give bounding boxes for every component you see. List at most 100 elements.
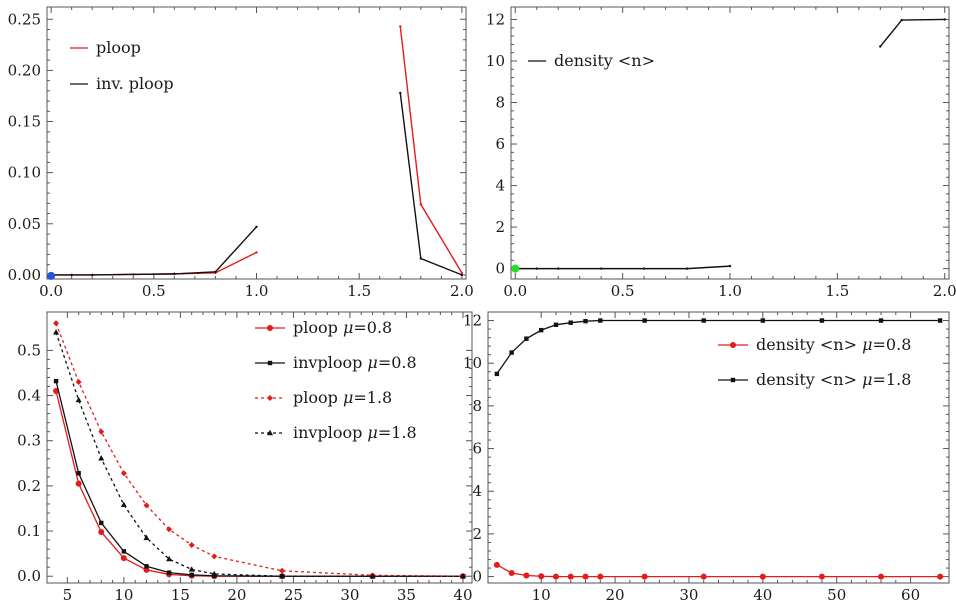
legend: ploop inv. ploop — [70, 38, 174, 93]
legend-label: density <n> μ=1.8 — [756, 370, 911, 389]
data-point — [70, 273, 73, 277]
legend-label: invploop μ=0.8 — [293, 353, 417, 372]
legend-label: ploop — [96, 38, 141, 57]
y-tick-label: 0.3 — [17, 432, 41, 450]
y-tick-label: 0.0 — [17, 567, 41, 585]
data-point — [120, 555, 127, 562]
legend-swatch-marker — [730, 342, 736, 348]
series-line — [515, 265, 731, 270]
series-1 — [493, 561, 944, 580]
legend-swatch-marker — [267, 360, 273, 366]
series-1 — [53, 388, 466, 580]
legend-label-mu-value: =0.8 — [378, 353, 417, 372]
series-1 — [514, 18, 946, 270]
data-point — [75, 396, 82, 403]
x-tick-label: 20 — [606, 586, 625, 604]
x-tick-label: 40 — [453, 586, 472, 604]
data-point — [144, 564, 149, 569]
series-1 — [49, 25, 464, 277]
data-point — [583, 318, 588, 324]
data-point — [508, 569, 515, 576]
data-point — [120, 501, 127, 508]
data-point — [818, 573, 825, 580]
highlight-point — [511, 264, 520, 273]
data-point — [214, 270, 217, 274]
x-tick-label: 35 — [397, 586, 416, 604]
legend-label-mu: μ — [343, 318, 353, 337]
data-point — [642, 267, 646, 270]
data-point — [535, 267, 538, 270]
data-point — [538, 327, 544, 333]
data-point — [53, 329, 60, 335]
data-point — [878, 318, 884, 323]
data-point — [557, 267, 560, 270]
data-point — [878, 573, 885, 580]
data-point — [173, 272, 176, 276]
y-tick-label: 4 — [472, 482, 482, 500]
legend-label-mu: μ — [862, 370, 872, 389]
y-tick-label: 0.5 — [17, 341, 41, 359]
x-tick-label: 1.5 — [347, 282, 371, 300]
data-point — [538, 573, 545, 580]
data-point — [53, 320, 60, 327]
x-tick-label: 0.5 — [611, 282, 635, 300]
data-point — [399, 91, 402, 95]
x-tick-label: 40 — [753, 586, 772, 604]
series-2 — [494, 318, 943, 377]
legend-label-mu: μ — [367, 423, 377, 442]
data-point — [759, 573, 766, 580]
x-tick-label: 2.0 — [450, 282, 474, 300]
legend: ploop μ=0.8 invploop μ=0.8 ploop μ=1.8 invp… — [255, 318, 417, 442]
legend-label-mu-value: =1.8 — [873, 370, 912, 389]
chart-panel-1: 0.0 0.5 1.0 1.5 2.0 0.00 0.05 0.10 0.15 0.20 0.25 p… — [8, 6, 474, 300]
data-point — [568, 320, 573, 325]
y-tick-label: 10 — [463, 354, 482, 372]
x-tick-label: 60 — [901, 586, 920, 604]
data-point — [597, 573, 604, 580]
series-4 — [53, 329, 466, 579]
y-tick-label: 8 — [472, 397, 482, 415]
data-point — [819, 318, 825, 323]
x-tick-label: 0.5 — [142, 282, 166, 300]
x-tick-label: 30 — [340, 586, 359, 604]
data-point — [460, 273, 464, 277]
x-tick-label: 10 — [114, 586, 133, 604]
data-point — [685, 267, 689, 270]
data-point — [211, 570, 218, 577]
data-point — [419, 203, 423, 206]
data-point — [98, 528, 105, 535]
legend: density <n> μ=0.8 density <n> μ=1.8 — [718, 335, 911, 389]
data-point — [90, 273, 94, 277]
data-point — [188, 566, 195, 572]
data-point — [524, 336, 529, 341]
legend-label-mu-value: =0.8 — [353, 318, 392, 337]
data-point — [641, 573, 648, 580]
x-tick-label: 2.0 — [933, 282, 956, 300]
data-point — [279, 573, 286, 579]
y-tick-label: 0.00 — [8, 266, 41, 284]
y-tick-label: 8 — [495, 94, 505, 112]
series-line — [879, 18, 945, 47]
legend-label: ploop μ=0.8 — [293, 318, 392, 337]
y-tick-label: 0 — [495, 260, 505, 278]
data-point — [493, 561, 500, 568]
data-point — [166, 526, 173, 533]
data-point — [189, 572, 194, 578]
legend-label-mu: μ — [862, 335, 872, 354]
data-point — [53, 378, 59, 384]
legend-swatch-marker — [267, 325, 273, 331]
y-tick-label: 10 — [486, 52, 505, 70]
x-tick-label: 1.0 — [718, 282, 742, 300]
legend: density <n> — [528, 51, 655, 70]
data-point — [76, 471, 81, 476]
series-line — [399, 92, 463, 276]
y-tick-label: 0.15 — [8, 113, 41, 131]
data-point — [642, 318, 647, 323]
x-tick-label: 1.5 — [825, 282, 849, 300]
y-tick-label: 12 — [486, 10, 505, 28]
y-tick-label: 0.4 — [17, 387, 41, 405]
legend-label-mu: μ — [343, 388, 353, 407]
highlight-point — [47, 271, 56, 280]
data-point — [599, 267, 603, 270]
